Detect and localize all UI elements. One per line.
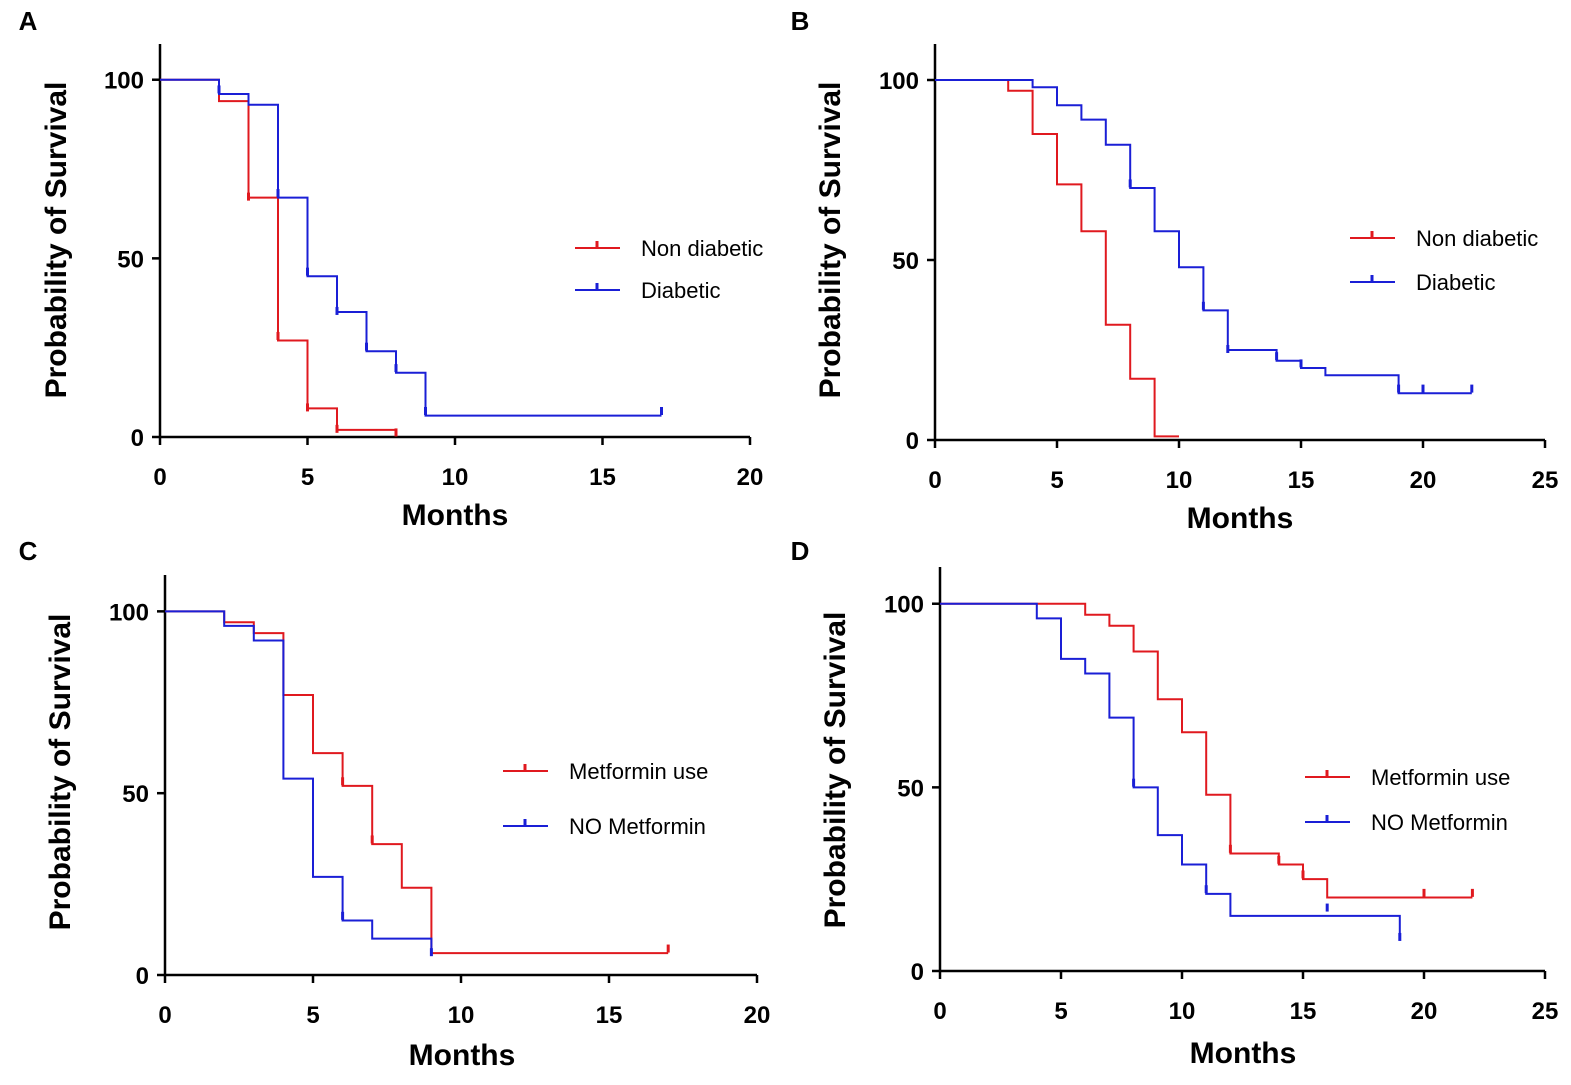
survival-step-line [935,79,1472,395]
x-axis-title: Months [402,499,509,532]
survival-step-line [165,610,433,954]
series-non-diabetic: Non diabetic [160,78,763,437]
legend-label: Diabetic [1416,270,1495,295]
panel-d: D 0 5 10 15 20 25 0 50 100 Months Probability of Su… [791,536,1559,1070]
x-tick-label: 5 [1054,998,1067,1025]
panel-a: A 0 5 10 15 20 0 50 100 Months Probability of Surv… [19,6,764,532]
x-tick-label: 25 [1532,998,1559,1025]
x-tick-label: 20 [1410,467,1437,494]
survival-step-line [160,78,396,431]
x-tick-label: 25 [1532,467,1559,494]
x-tick-label: 10 [1169,998,1196,1025]
x-tick-label: 15 [1290,998,1317,1025]
x-tick-label: 15 [596,1002,623,1029]
series-diabetic: Diabetic [935,79,1495,395]
panel-letter: B [791,6,810,36]
x-tick-label: 10 [442,464,469,491]
y-tick-label: 0 [911,959,924,986]
x-tick-label: 15 [589,464,616,491]
x-tick-label: 0 [928,467,941,494]
x-tick-label: 0 [158,1002,171,1029]
y-tick-label: 100 [104,68,144,95]
y-tick-label: 50 [117,246,144,273]
panel-b: B 0 5 10 15 20 25 0 50 100 Months Probability of Su… [791,6,1559,535]
legend-label: Metformin use [569,759,708,784]
legend-label: Non diabetic [641,236,763,261]
y-tick-label: 0 [131,425,144,452]
survival-step-line [940,602,1473,899]
legend-label: Non diabetic [1416,226,1538,251]
y-axis-title: Probability of Survival [40,82,73,399]
x-axis-title: Months [1190,1037,1297,1070]
panel-c: C 0 5 10 15 20 0 50 100 Months Probability of Surv… [19,536,771,1072]
survival-step-line [940,602,1401,938]
series-no-metformin: NO Metformin [940,602,1508,941]
panel-letter: A [19,6,38,36]
y-tick-label: 50 [897,775,924,802]
survival-step-line [935,79,1179,438]
legend-label: NO Metformin [569,814,706,839]
series-diabetic: Diabetic [160,78,720,417]
y-tick-label: 100 [879,68,919,95]
survival-step-line [160,78,662,417]
y-tick-label: 100 [884,592,924,619]
x-tick-label: 0 [933,998,946,1025]
x-tick-label: 5 [301,464,314,491]
x-tick-label: 5 [306,1002,319,1029]
y-tick-label: 0 [136,963,149,990]
x-tick-label: 15 [1288,467,1315,494]
panel-letter: C [19,536,38,566]
x-tick-label: 0 [153,464,166,491]
x-tick-label: 10 [1166,467,1193,494]
x-tick-label: 10 [448,1002,475,1029]
survival-step-line [165,610,669,955]
panel-letter: D [791,536,810,566]
x-tick-label: 5 [1050,467,1063,494]
series-metformin-use: Metformin use [165,610,708,955]
legend-label: Diabetic [641,278,720,303]
legend-label: Metformin use [1371,765,1510,790]
y-axis-title: Probability of Survival [819,612,852,929]
series-non-diabetic: Non diabetic [935,79,1538,438]
x-tick-label: 20 [1411,998,1438,1025]
series-no-metformin: NO Metformin [165,610,706,957]
y-tick-label: 50 [122,781,149,808]
y-tick-label: 50 [892,248,919,275]
x-axis-title: Months [1187,502,1294,535]
y-tick-label: 0 [906,428,919,455]
x-axis-title: Months [409,1039,516,1072]
legend-label: NO Metformin [1371,810,1508,835]
y-axis-title: Probability of Survival [814,82,847,399]
series-metformin-use: Metformin use [940,602,1510,899]
y-tick-label: 100 [109,599,149,626]
x-tick-label: 20 [744,1002,771,1029]
y-axis-title: Probability of Survival [44,614,77,931]
x-tick-label: 20 [737,464,764,491]
